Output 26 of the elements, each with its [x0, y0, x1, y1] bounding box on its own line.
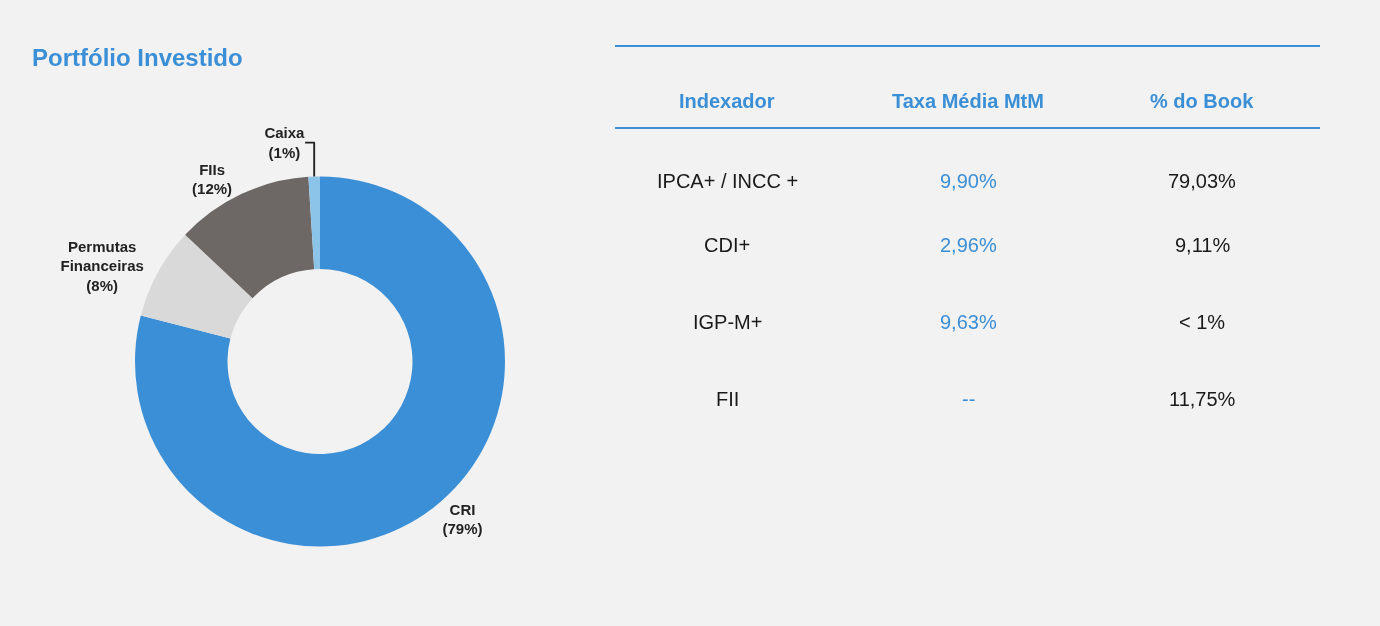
text: 79,03% [1168, 170, 1236, 192]
slice-label: Permutas Financeiras [60, 237, 144, 275]
data-label: (12%) [192, 180, 233, 198]
donut-slice [185, 176, 315, 299]
text: 11,75% [1169, 388, 1236, 410]
category-label: Taxa Média MtM [892, 90, 1044, 112]
data-label: (79%) [442, 520, 483, 538]
text: 9,11% [1175, 234, 1231, 256]
text: 9,90% [940, 170, 997, 192]
text: IGP-M+ [693, 311, 763, 333]
text: < 1% [1179, 311, 1226, 333]
slice-label: Caixa [264, 124, 306, 142]
chart-title: Portfólio Investido [32, 44, 243, 71]
data-label: (1%) [268, 143, 301, 161]
text: CDI+ [704, 234, 751, 256]
text: FII [716, 388, 740, 410]
text: IPCA+ / INCC + [657, 170, 799, 192]
text: 2,96% [940, 234, 997, 256]
category-label: % do Book [1150, 90, 1255, 112]
slice-label: CRI [449, 500, 476, 518]
category-label: Indexador [679, 90, 775, 112]
text: 9,63% [940, 311, 997, 333]
data-label: (8%) [86, 276, 119, 294]
text: -- [962, 388, 976, 410]
slice-label: FIIs [199, 160, 226, 178]
donut-slice [308, 176, 320, 270]
